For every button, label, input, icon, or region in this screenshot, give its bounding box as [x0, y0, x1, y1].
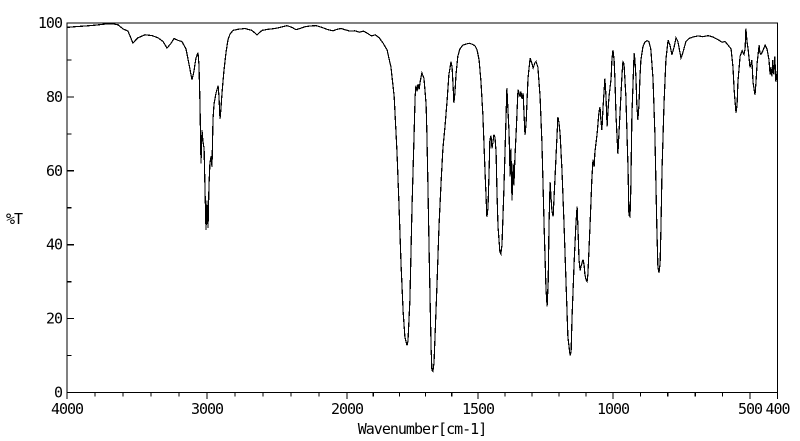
- y-tick-label: 20: [46, 310, 63, 328]
- plot-frame: [66, 22, 779, 394]
- y-tick-label: 80: [46, 88, 63, 106]
- y-tick-label: 60: [46, 162, 63, 180]
- spectrum-trace: [66, 23, 778, 373]
- y-axis-label: %T: [6, 210, 23, 228]
- y-tick-label: 0: [54, 384, 63, 402]
- transmittance-curve: [66, 23, 778, 373]
- x-axis-label: Wavenumber[cm-1]: [358, 420, 487, 438]
- x-tick-label: 3000: [191, 400, 224, 418]
- y-tick-label: 100: [38, 14, 63, 32]
- y-tick-label: 40: [46, 236, 63, 254]
- x-tick-label: 400: [765, 400, 790, 418]
- axis-ticks: [66, 22, 779, 399]
- plot-border: [66, 22, 779, 394]
- x-tick-label: 500: [738, 400, 763, 418]
- x-tick-label: 4000: [51, 400, 84, 418]
- x-tick-label: 1500: [462, 400, 495, 418]
- x-tick-label: 2000: [331, 400, 364, 418]
- x-tick-label: 1000: [597, 400, 630, 418]
